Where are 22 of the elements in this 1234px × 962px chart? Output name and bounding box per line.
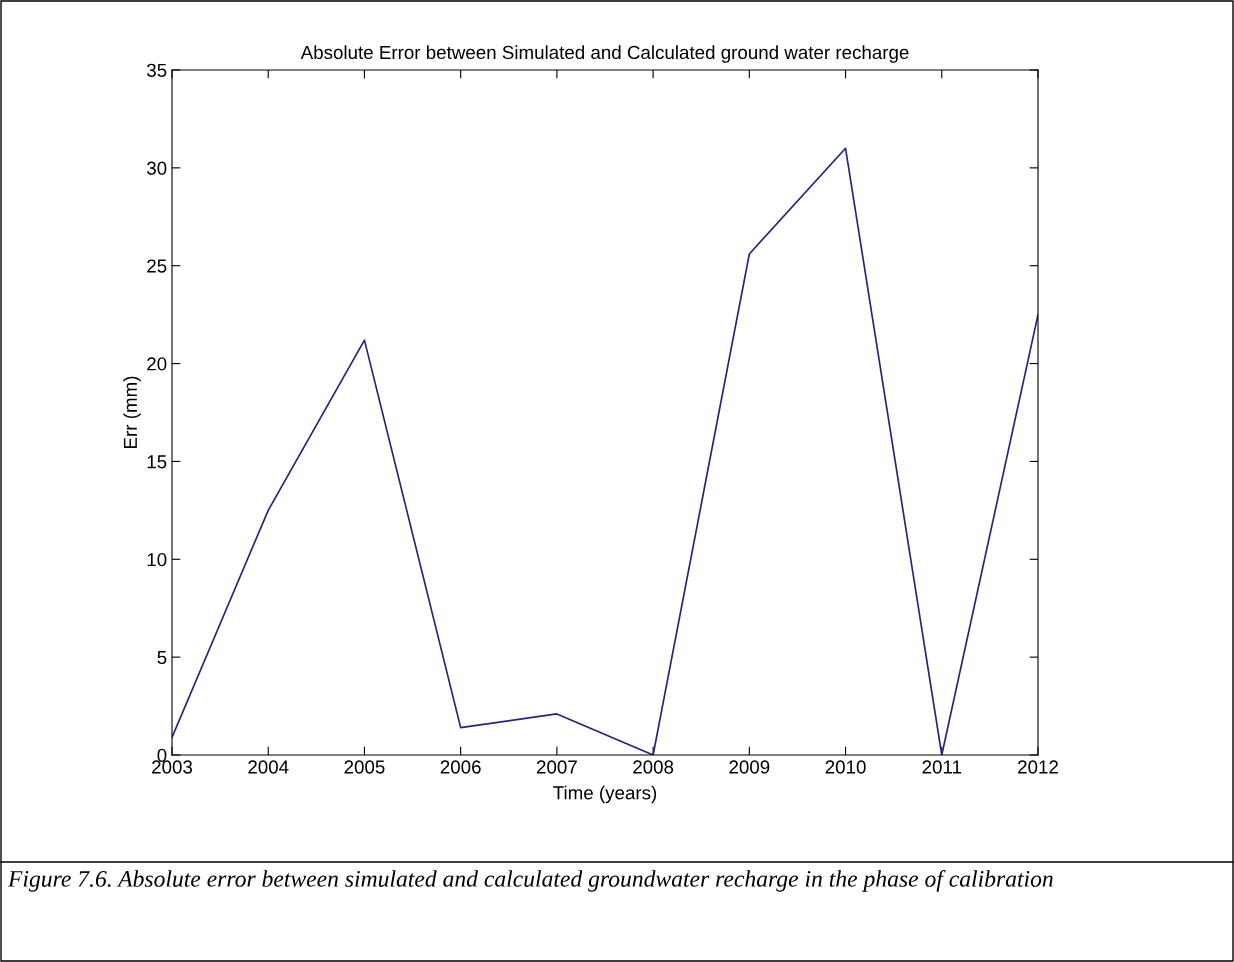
caption: Figure 7.6. Absolute error between simulated and calculated groundwater recharge in the phase of calibration [7, 870, 1053, 892]
y-axis-title: Err (mm) [123, 376, 141, 448]
y-tick-label: 35 [147, 63, 167, 77]
x-axis-title: Time (years) [553, 785, 657, 804]
x-tick-label: 2004 [248, 760, 289, 774]
y-tick-label: 30 [147, 161, 167, 175]
x-tick-label: 2011 [922, 760, 962, 774]
y-tick-label: 15 [147, 455, 167, 469]
y-tick-label: 5 [157, 651, 167, 665]
x-tick-label: 2010 [825, 760, 866, 774]
y-tick-label: 10 [147, 552, 167, 567]
x-tick-label: 2003 [152, 760, 193, 774]
x-tick-label: 2006 [440, 760, 481, 774]
y-tick-label: 25 [147, 259, 167, 273]
x-tick-label: 2008 [633, 760, 674, 774]
y-tick-label: 20 [147, 357, 167, 371]
chart-title: Absolute Error between Simulated and Calculated ground water recharge [300, 45, 909, 63]
x-tick-label: 2005 [344, 760, 385, 774]
y-tick-label: 0 [157, 748, 167, 762]
x-tick-label: 2009 [729, 760, 770, 774]
x-tick-label: 2012 [1018, 760, 1058, 774]
x-tick-label: 2007 [536, 760, 577, 774]
